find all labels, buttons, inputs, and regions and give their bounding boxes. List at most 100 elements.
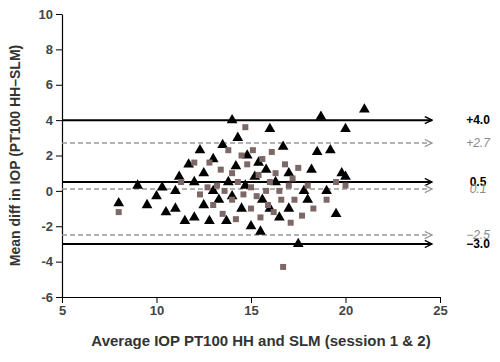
axis-line xyxy=(62,15,63,298)
point xyxy=(261,163,272,172)
point xyxy=(340,123,351,132)
point xyxy=(257,214,263,220)
point xyxy=(256,172,262,178)
point xyxy=(271,209,277,215)
point xyxy=(316,110,327,119)
tick-label: -6 xyxy=(41,290,53,305)
point xyxy=(191,160,197,166)
point xyxy=(225,147,231,153)
point xyxy=(248,184,254,190)
point xyxy=(220,211,226,217)
tick: -2 xyxy=(41,219,62,234)
point xyxy=(222,188,228,194)
point xyxy=(359,103,370,112)
point xyxy=(280,264,286,270)
y-axis: -6 -4 -2 0 2 4 6 8 10 xyxy=(39,7,63,305)
tick-mark xyxy=(62,297,63,303)
y-axis-title: Mean diff in IOP (PT100 HH–SLM) xyxy=(7,45,23,266)
tick-mark xyxy=(251,297,252,303)
point xyxy=(259,156,265,162)
point xyxy=(325,144,336,153)
point xyxy=(343,183,349,189)
tick: 8 xyxy=(46,42,62,57)
point xyxy=(132,179,143,188)
point xyxy=(288,220,294,226)
point xyxy=(305,183,311,189)
tick-label: 0 xyxy=(46,184,53,199)
reference-label: +2.7 xyxy=(466,136,491,150)
tick: 4 xyxy=(46,113,62,128)
reference-line xyxy=(62,243,432,245)
point xyxy=(233,216,239,222)
point xyxy=(198,167,209,176)
tick-mark xyxy=(56,262,62,263)
point xyxy=(242,124,248,130)
chart: 510152025-6-4-20246810+4.0+2.70.50.1−2.5… xyxy=(0,0,500,362)
point xyxy=(236,202,247,211)
point xyxy=(157,181,168,190)
point xyxy=(310,206,316,212)
point xyxy=(170,185,181,194)
point xyxy=(218,167,224,173)
reference-label: 0.1 xyxy=(470,182,487,196)
reference-line xyxy=(62,119,432,121)
tick: -4 xyxy=(41,254,62,269)
point xyxy=(278,197,284,203)
point xyxy=(213,194,224,203)
point xyxy=(189,211,200,220)
point xyxy=(235,179,241,185)
tick: 10 xyxy=(39,7,62,22)
point xyxy=(293,238,304,247)
tick-label: 4 xyxy=(46,113,54,128)
tick: 6 xyxy=(46,77,62,92)
point xyxy=(113,197,124,206)
x-axis-title: Average IOP PT100 HH and SLM (session 1 … xyxy=(91,332,430,349)
tick-mark xyxy=(56,85,62,86)
tick-mark xyxy=(440,297,441,303)
point xyxy=(232,132,243,141)
tick-mark xyxy=(56,14,62,15)
tick-mark xyxy=(56,49,62,50)
tick-mark xyxy=(56,156,62,157)
point xyxy=(276,188,282,194)
point xyxy=(255,225,266,234)
tick: 15 xyxy=(244,297,258,318)
tick: 2 xyxy=(46,148,62,163)
point xyxy=(161,206,172,215)
point xyxy=(295,165,301,171)
x-axis: 510152025 xyxy=(59,297,448,318)
point xyxy=(217,139,228,148)
point xyxy=(179,215,190,224)
tick-mark xyxy=(56,120,62,121)
point xyxy=(269,149,275,155)
point xyxy=(170,202,181,211)
tick-label: 15 xyxy=(244,303,258,318)
point xyxy=(333,179,339,185)
point xyxy=(290,175,296,181)
reference-label: −3.0 xyxy=(466,237,490,251)
reference-label: +4.0 xyxy=(466,113,490,127)
point xyxy=(302,194,313,203)
point xyxy=(265,202,271,208)
reference-line xyxy=(62,142,432,144)
tick-mark xyxy=(56,191,62,192)
tick: 10 xyxy=(150,297,164,318)
point xyxy=(239,153,245,159)
point xyxy=(331,208,342,217)
tick-label: 10 xyxy=(150,303,164,318)
point xyxy=(198,199,209,208)
point xyxy=(197,191,203,197)
point xyxy=(273,170,279,176)
point xyxy=(265,123,276,132)
plot: 510152025-6-4-20246810+4.0+2.70.50.1−2.5… xyxy=(39,7,492,319)
point xyxy=(244,161,250,167)
point xyxy=(324,197,330,203)
point xyxy=(278,140,289,149)
point xyxy=(229,170,235,176)
point xyxy=(229,197,235,203)
marks xyxy=(62,103,432,270)
tick-mark xyxy=(157,297,158,303)
tick: 25 xyxy=(433,297,447,318)
point xyxy=(291,197,297,203)
tick-mark xyxy=(346,297,347,303)
